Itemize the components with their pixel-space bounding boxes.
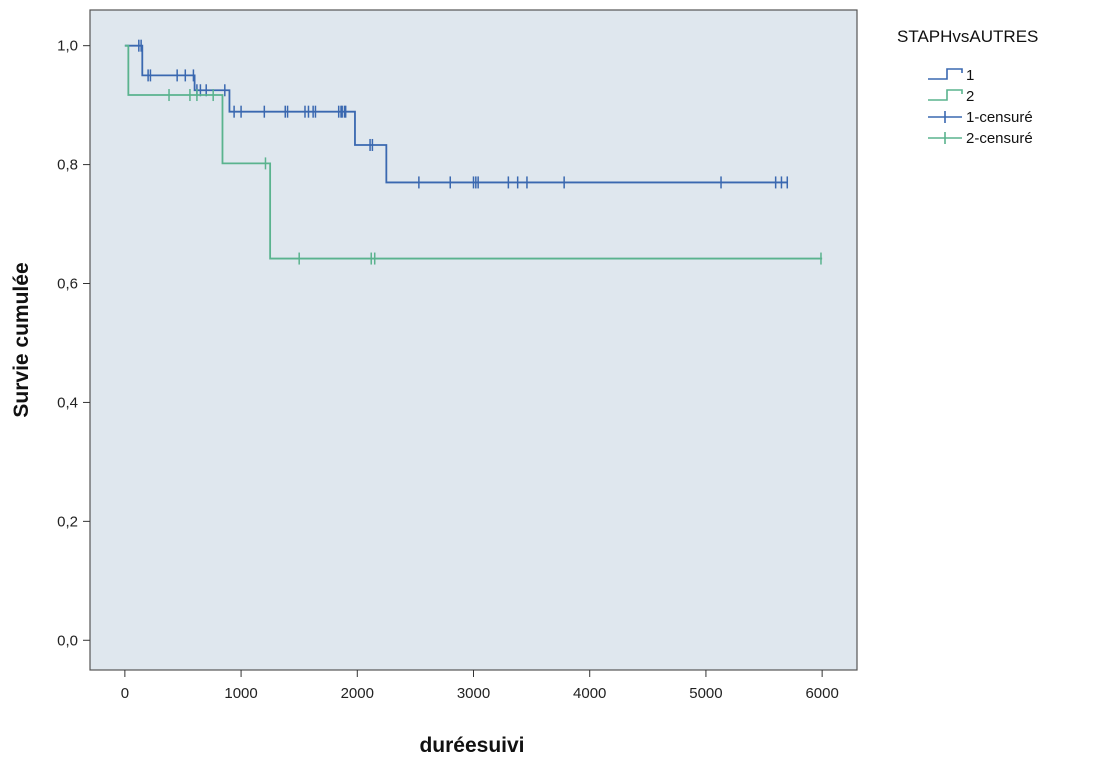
legend-label: 1 xyxy=(966,67,974,84)
series-layer xyxy=(124,39,823,265)
y-tick-label: 0,2 xyxy=(57,513,78,530)
x-tick-label: 3000 xyxy=(457,685,490,702)
legend-label: 1-censuré xyxy=(966,109,1033,126)
x-axis: 0 1000 2000 3000 4000 5000 6000 xyxy=(121,670,839,702)
survival-line-2 xyxy=(124,44,823,260)
legend-item-1: 1 xyxy=(928,67,974,84)
legend: STAPHvsAUTRES 1 2 1-censuré 2-censuré xyxy=(897,27,1038,147)
x-axis-title: duréesuivi xyxy=(419,734,524,757)
x-tick-label: 6000 xyxy=(805,685,838,702)
x-tick-label: 4000 xyxy=(573,685,606,702)
y-tick-label: 0,8 xyxy=(57,157,78,174)
x-tick-label: 5000 xyxy=(689,685,722,702)
legend-item-2: 2 xyxy=(928,88,974,105)
legend-item-2-censuré: 2-censuré xyxy=(928,130,1033,147)
legend-step-symbol xyxy=(928,68,963,80)
y-axis-title: Survie cumulée xyxy=(10,262,33,417)
legend-step-symbol xyxy=(928,89,963,101)
y-tick-label: 0,0 xyxy=(57,632,78,649)
legend-item-1-censuré: 1-censuré xyxy=(928,109,1033,126)
x-tick-label: 1000 xyxy=(224,685,257,702)
legend-label: 2 xyxy=(966,88,974,105)
x-tick-label: 0 xyxy=(121,685,129,702)
series-2 xyxy=(124,44,823,265)
y-tick-label: 1,0 xyxy=(57,38,78,55)
legend-title: STAPHvsAUTRES xyxy=(897,27,1038,46)
legend-label: 2-censuré xyxy=(966,130,1033,147)
x-tick-label: 2000 xyxy=(341,685,374,702)
plot-area xyxy=(89,9,858,671)
y-axis: 0,0 0,2 0,4 0,6 0,8 1,0 xyxy=(57,38,90,649)
survival-line-1 xyxy=(124,44,788,184)
y-tick-label: 0,6 xyxy=(57,276,78,293)
y-tick-label: 0,4 xyxy=(57,394,78,411)
